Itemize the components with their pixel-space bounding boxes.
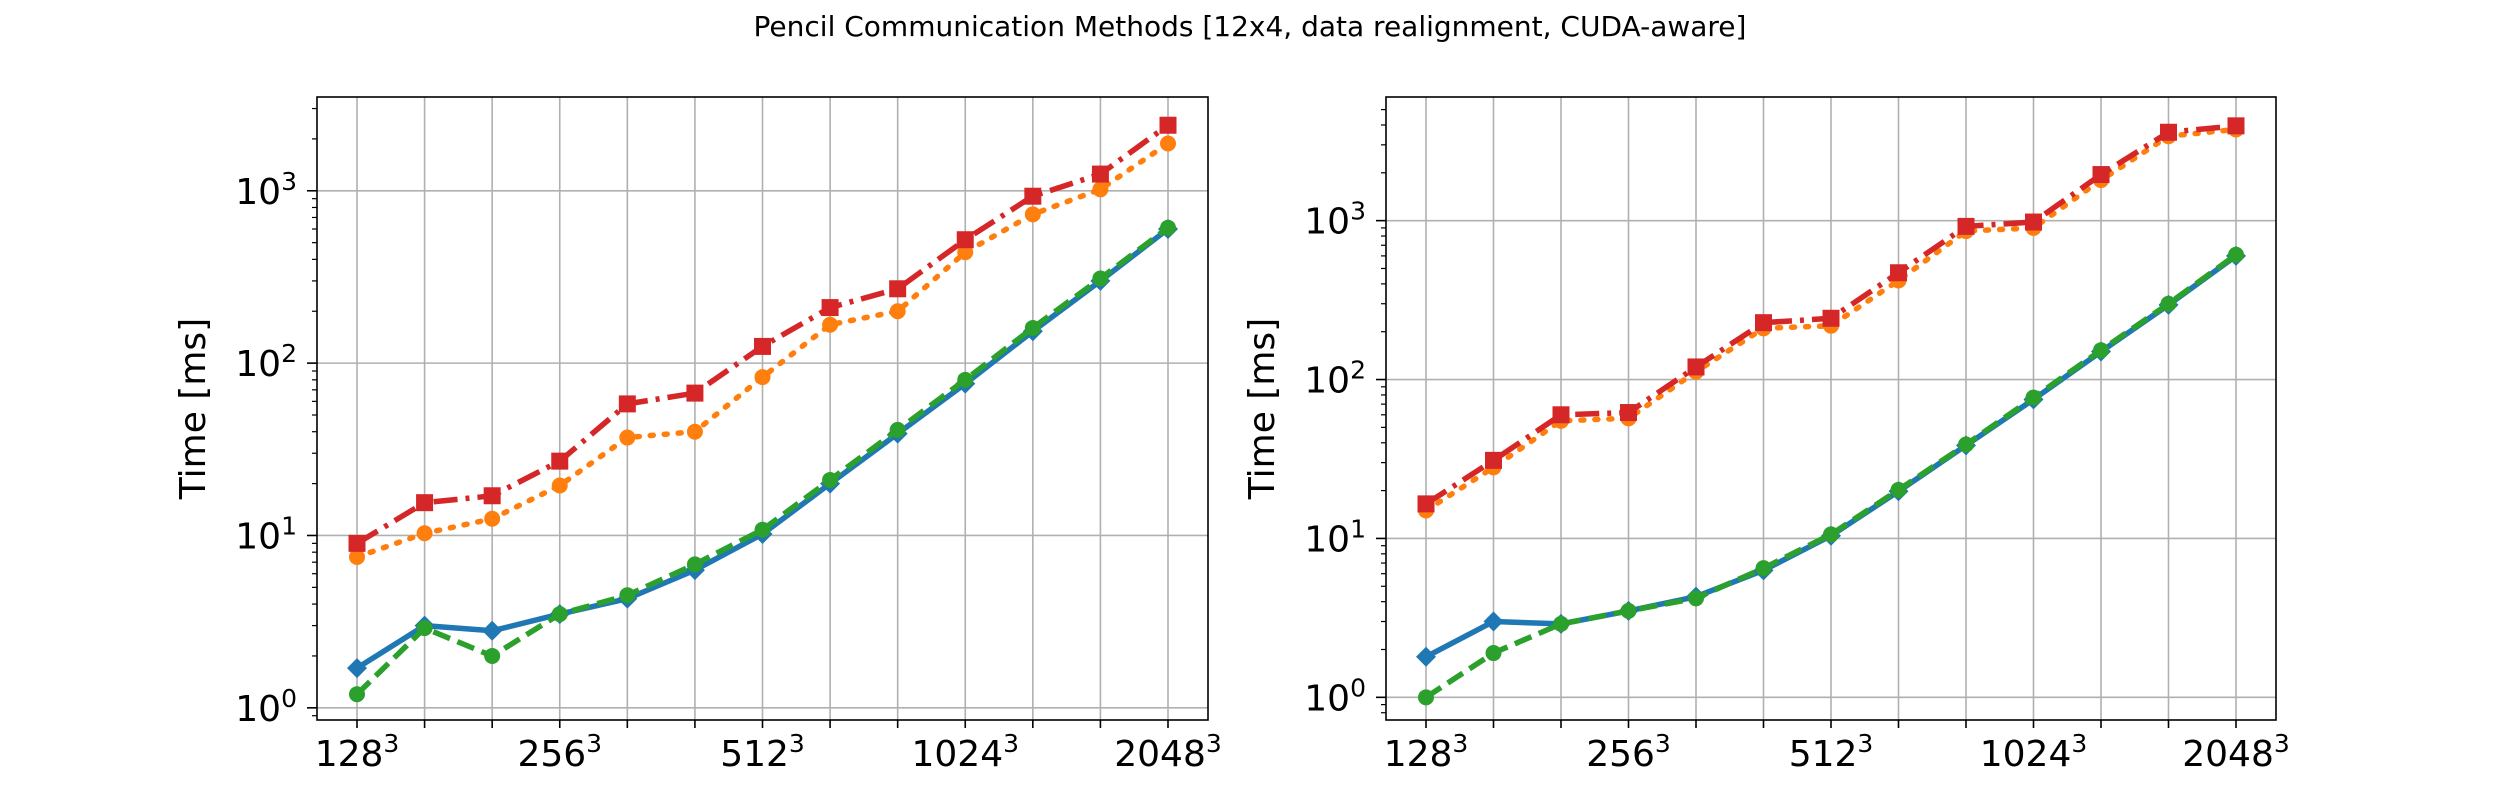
x-tick-label: 20483 bbox=[2182, 729, 2290, 775]
data-point-red bbox=[1957, 217, 1975, 235]
data-point-red bbox=[348, 534, 366, 552]
x-tick-label: 20483 bbox=[1114, 729, 1222, 775]
data-point-red bbox=[821, 299, 839, 317]
data-point-green bbox=[686, 556, 703, 573]
data-point-orange bbox=[1024, 206, 1041, 223]
data-point-blue bbox=[482, 620, 503, 641]
data-point-orange bbox=[484, 510, 501, 527]
data-point-red bbox=[1552, 406, 1570, 424]
x-tick-label: 1283 bbox=[1384, 729, 1469, 775]
data-point-orange bbox=[1160, 135, 1176, 152]
data-point-green bbox=[349, 686, 365, 703]
data-point-orange bbox=[957, 244, 974, 261]
data-point-red bbox=[2092, 166, 2110, 184]
data-point-green bbox=[1823, 526, 1839, 543]
data-point-orange bbox=[686, 423, 703, 440]
data-point-red bbox=[1417, 495, 1435, 513]
data-point-green bbox=[2160, 295, 2177, 312]
x-tick-label: 5123 bbox=[720, 729, 805, 775]
data-point-green bbox=[1485, 645, 1502, 662]
y-axis-label: Time [ms] bbox=[173, 318, 214, 500]
data-point-green bbox=[889, 421, 906, 438]
data-point-green bbox=[822, 471, 839, 488]
data-point-red bbox=[1822, 309, 1840, 327]
data-point-green bbox=[1024, 319, 1041, 336]
data-point-green bbox=[1890, 481, 1907, 498]
data-point-green bbox=[1755, 560, 1772, 577]
data-point-green bbox=[551, 606, 568, 623]
data-point-green bbox=[416, 620, 433, 637]
plot-frame bbox=[316, 96, 1209, 721]
data-point-red bbox=[686, 384, 704, 402]
data-point-green bbox=[1418, 689, 1434, 706]
data-point-red bbox=[2227, 117, 2245, 135]
data-point-green bbox=[619, 587, 636, 604]
x-tick-label: 10243 bbox=[1980, 729, 2088, 775]
data-point-red bbox=[1755, 314, 1772, 332]
data-point-red bbox=[956, 231, 974, 249]
y-tick-label: 100 bbox=[235, 684, 297, 730]
data-point-green bbox=[1688, 590, 1704, 607]
data-point-orange bbox=[754, 369, 771, 386]
data-point-green bbox=[754, 521, 771, 538]
data-point-green bbox=[2228, 246, 2244, 263]
data-point-red bbox=[1159, 116, 1177, 134]
data-point-green bbox=[1958, 436, 1974, 453]
data-point-orange bbox=[889, 303, 906, 320]
plot-frame bbox=[1385, 96, 2277, 721]
y-tick-label: 103 bbox=[235, 167, 297, 213]
data-point-red bbox=[1890, 264, 1907, 282]
data-point-red bbox=[754, 337, 771, 355]
y-tick-label: 100 bbox=[1304, 673, 1366, 719]
data-point-green bbox=[1092, 270, 1109, 287]
data-point-red bbox=[2025, 213, 2042, 231]
y-tick-label: 102 bbox=[1304, 356, 1366, 402]
data-point-orange bbox=[619, 429, 636, 446]
x-tick-label: 5123 bbox=[1789, 729, 1874, 775]
data-point-green bbox=[957, 371, 974, 388]
data-point-green bbox=[1620, 602, 1637, 619]
y-tick-label: 103 bbox=[1304, 197, 1366, 243]
chart-right: 1283 2563 5123 10243 20483 100 101 102 103 Time [… bbox=[1242, 96, 2290, 775]
data-point-red bbox=[1091, 165, 1109, 183]
data-point-blue bbox=[347, 658, 367, 679]
y-tick-label: 101 bbox=[1304, 514, 1366, 560]
x-tick-label: 10243 bbox=[911, 729, 1019, 775]
data-point-red bbox=[551, 452, 569, 470]
x-tick-label: 1283 bbox=[315, 729, 400, 775]
data-point-orange bbox=[551, 477, 568, 494]
data-point-blue bbox=[1416, 646, 1436, 667]
data-point-red bbox=[618, 395, 636, 413]
chart-left: 1283 2563 5123 10243 20483 100 101 102 103 Time [… bbox=[173, 96, 1222, 775]
data-point-red bbox=[1485, 451, 1502, 469]
x-tick-label: 2563 bbox=[1586, 729, 1671, 775]
data-point-red bbox=[416, 494, 434, 512]
figure-title: Pencil Communication Methods [12x4, data… bbox=[753, 10, 1747, 43]
data-point-orange bbox=[1092, 181, 1109, 198]
y-tick-label: 101 bbox=[235, 511, 297, 557]
data-point-green bbox=[484, 647, 501, 664]
data-point-orange bbox=[416, 525, 433, 542]
data-point-red bbox=[483, 487, 501, 505]
data-point-red bbox=[1687, 358, 1705, 376]
data-point-orange bbox=[822, 316, 839, 333]
data-point-red bbox=[1620, 404, 1637, 422]
data-point-red bbox=[2160, 123, 2177, 141]
data-point-green bbox=[1553, 615, 1569, 632]
data-point-red bbox=[1024, 187, 1042, 205]
data-point-green bbox=[1160, 219, 1176, 236]
data-point-green bbox=[2025, 389, 2042, 406]
data-point-orange bbox=[349, 549, 365, 566]
y-tick-label: 102 bbox=[235, 339, 297, 385]
y-axis-label: Time [ms] bbox=[1242, 318, 1283, 500]
data-point-red bbox=[889, 280, 907, 298]
data-point-blue bbox=[1483, 611, 1504, 632]
data-point-green bbox=[2093, 342, 2109, 359]
x-tick-label: 2563 bbox=[517, 729, 602, 775]
